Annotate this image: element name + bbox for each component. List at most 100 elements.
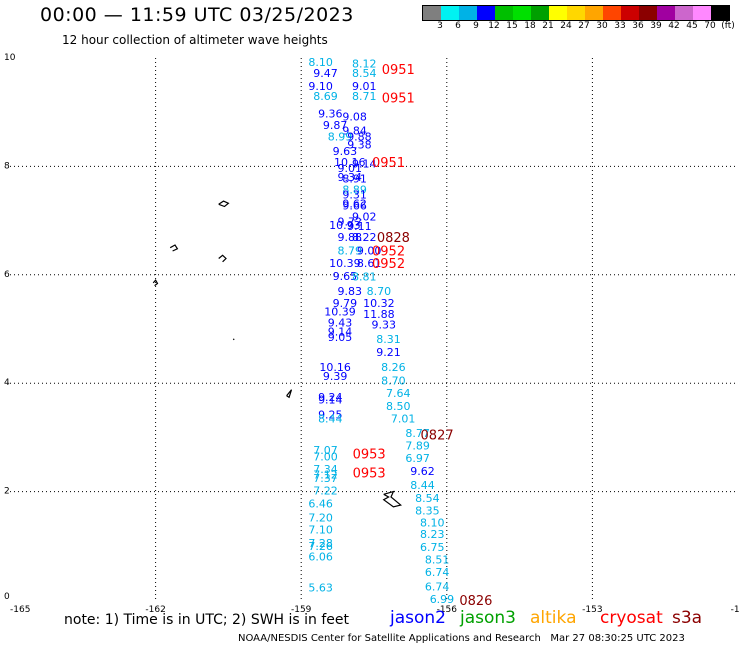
color-swatch xyxy=(585,6,603,20)
wave-height-value: 9.88 xyxy=(337,231,362,244)
wave-height-value: 8.71 xyxy=(352,90,377,103)
wave-height-value: 9.21 xyxy=(376,346,401,359)
color-scale-label: 24 xyxy=(560,21,572,31)
wave-height-value: 11.88 xyxy=(363,308,395,321)
pass-time-label: 0827 xyxy=(421,429,454,444)
color-swatch xyxy=(675,6,693,20)
legend-jason2: jason2 xyxy=(390,608,446,628)
color-scale-label: 39 xyxy=(650,21,662,31)
color-scale-label: 70 xyxy=(704,21,716,31)
coastline-island xyxy=(169,244,179,252)
color-swatch xyxy=(531,6,549,20)
color-swatch xyxy=(657,6,675,20)
color-scale-label: 15 xyxy=(506,21,518,31)
wave-height-value: 10.32 xyxy=(363,297,395,310)
color-scale-label: 33 xyxy=(614,21,626,31)
footer-note: note: 1) Time is in UTC; 2) SWH is in fe… xyxy=(64,612,350,628)
wave-height-value: 9.88 xyxy=(347,131,372,144)
wave-height-value: 8.70 xyxy=(381,374,406,387)
wave-height-value: 9.72 xyxy=(337,216,362,229)
pass-time-label: 0951 xyxy=(382,63,415,78)
wave-height-value: 8.10 xyxy=(420,516,445,529)
y-tick-label: 10 xyxy=(4,53,16,63)
wave-height-value: 9.01 xyxy=(352,80,377,93)
color-scale-labels: 3 6 9 12 15 18 21 24 27 30 33 36 39 42 45 70 (ft) xyxy=(422,21,735,33)
wave-height-value: 9.10 xyxy=(308,80,333,93)
wave-height-value: 9.02 xyxy=(352,210,377,223)
wave-height-value: 8.54 xyxy=(415,492,440,505)
wave-height-value: 8.79 xyxy=(337,244,362,257)
color-scale-label: 6 xyxy=(455,21,461,31)
color-scale-label: 30 xyxy=(596,21,608,31)
wave-height-value: 6.74 xyxy=(425,566,450,579)
color-scale-label: (ft) xyxy=(721,21,735,31)
wave-height-value: 6.99 xyxy=(430,593,455,606)
x-tick-label: -153 xyxy=(582,605,602,615)
color-swatch xyxy=(567,6,585,20)
coastline-island xyxy=(286,389,293,399)
y-tick-label: 0 xyxy=(4,592,10,602)
pass-time-label: 0951 xyxy=(372,156,405,171)
color-scale-label: 18 xyxy=(524,21,536,31)
x-tick-label: -15 xyxy=(731,605,740,615)
wave-height-value: 8.35 xyxy=(415,505,440,518)
pass-time-label: 0828 xyxy=(377,231,410,246)
y-tick-label: 4 xyxy=(4,378,10,388)
wave-height-value: 6.06 xyxy=(308,551,333,564)
wave-height-value: 7.26 xyxy=(308,540,333,553)
wave-height-value: 9.65 xyxy=(333,270,358,283)
wave-height-value: 8.44 xyxy=(410,479,435,492)
y-tick-label: 2 xyxy=(4,487,10,497)
color-scale-label: 42 xyxy=(668,21,680,31)
x-tick-label: -156 xyxy=(437,605,458,615)
wave-height-value: 10.39 xyxy=(329,257,361,270)
chart-subtitle: 12 hour collection of altimeter wave hei… xyxy=(62,33,328,47)
wave-height-value: 8.10 xyxy=(308,56,333,69)
wave-height-value: 8.31 xyxy=(376,333,401,346)
color-scale-label: 21 xyxy=(542,21,554,31)
legend-s3a: s3a xyxy=(672,608,703,628)
wave-height-value: 10.39 xyxy=(324,306,356,319)
wave-height-value: 7.37 xyxy=(313,472,338,485)
wave-height-value: 8.89 xyxy=(342,184,367,197)
wave-height-value: 9.14 xyxy=(328,326,353,339)
color-swatch xyxy=(441,6,459,20)
wave-height-value: 9.36 xyxy=(318,107,343,120)
wave-height-value: 8.61 xyxy=(357,257,382,270)
wave-height-value: 9.63 xyxy=(333,145,358,158)
legend-jason3: jason3 xyxy=(460,608,516,628)
color-scale-label: 45 xyxy=(686,21,698,31)
wave-height-value: 9.38 xyxy=(347,139,372,152)
coastline-island xyxy=(218,254,227,263)
wave-height-value: 9.14 xyxy=(318,393,343,406)
color-swatch xyxy=(621,6,639,20)
wave-height-value: 9.83 xyxy=(337,285,362,298)
wave-height-value: 8.22 xyxy=(352,231,377,244)
wave-height-value: 8.23 xyxy=(420,528,445,541)
wave-height-value: 6.97 xyxy=(405,452,430,465)
wave-height-value: 8.50 xyxy=(386,400,411,413)
wave-height-value: 9.47 xyxy=(313,67,338,80)
wave-height-value: 9.62 xyxy=(342,197,367,210)
wave-height-value: 7.28 xyxy=(308,537,333,550)
wave-height-value: 7.22 xyxy=(313,485,338,498)
pass-time-label: 0826 xyxy=(459,594,492,609)
wave-height-value: 7.20 xyxy=(308,512,333,525)
wave-height-value: 9.84 xyxy=(342,125,367,138)
wave-height-value: 9.79 xyxy=(333,297,358,310)
wave-height-value: 9.00 xyxy=(357,244,382,257)
wave-height-value: 10.93 xyxy=(329,219,361,232)
wave-height-value: 8.81 xyxy=(352,270,377,283)
wave-height-value: 8.69 xyxy=(313,90,338,103)
wave-height-value: 7.01 xyxy=(391,412,416,425)
wave-height-value: 5.63 xyxy=(308,582,333,595)
pass-time-label: 0953 xyxy=(353,448,386,463)
wave-height-value: 9.33 xyxy=(371,319,396,332)
color-scale-label: 9 xyxy=(473,21,479,31)
wave-height-value: 6.74 xyxy=(425,580,450,593)
color-swatch xyxy=(513,6,531,20)
color-swatch xyxy=(477,6,495,20)
color-scale-label: 12 xyxy=(488,21,500,31)
color-swatch xyxy=(423,6,441,20)
